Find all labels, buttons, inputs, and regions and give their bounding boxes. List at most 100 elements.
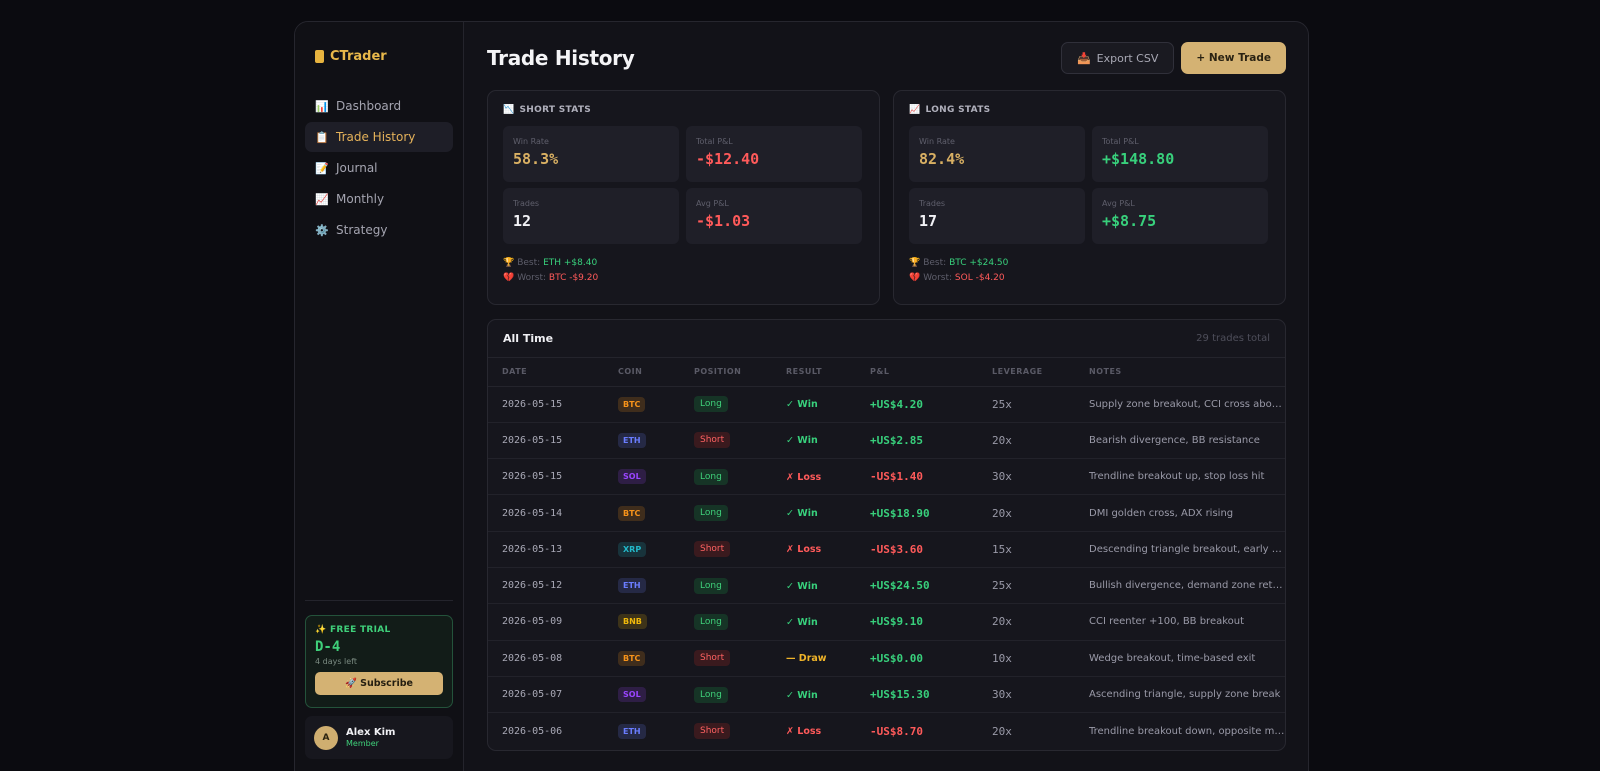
long-best-worst: 🏆 Best: BTC +$24.50 💔 Worst: SOL -$4.20	[909, 256, 1270, 286]
brand[interactable]: CTrader	[305, 46, 453, 66]
sidebar-item-journal[interactable]: 📝 Journal	[305, 153, 453, 183]
position-badge: Short	[694, 650, 731, 667]
sidebar-item-monthly[interactable]: 📈 Monthly	[305, 184, 453, 214]
logo-icon	[315, 49, 324, 63]
sidebar-item-trade-history[interactable]: 📋 Trade History	[305, 122, 453, 152]
column-header-result[interactable]: RESULT	[772, 358, 856, 387]
position-badge: Long	[694, 396, 728, 413]
cell-pnl: +US$9.10	[856, 603, 978, 641]
cell-leverage: 20x	[978, 603, 1075, 641]
user-role: Member	[346, 739, 379, 748]
cell-result: ✓ Win	[772, 422, 856, 460]
result-badge: ✓ Win	[786, 616, 818, 628]
trades-table-card: All Time 29 trades total DATE COIN POSIT…	[487, 319, 1286, 751]
main-content: Trade History 📥 Export CSV + New Trade 📉…	[464, 22, 1308, 771]
position-badge: Short	[694, 541, 731, 558]
table-row[interactable]: 2026-05-15 BTC Long ✓ Win +US$4.20 25x Supply …	[488, 386, 1285, 423]
sidebar-item-strategy[interactable]: ⚙️ Strategy	[305, 215, 453, 245]
cell-result: ✗ Loss	[772, 531, 856, 568]
sidebar-divider	[305, 600, 453, 601]
export-csv-button[interactable]: 📥 Export CSV	[1060, 42, 1175, 74]
cell-result: ✓ Win	[772, 386, 856, 423]
cell-result: ✓ Win	[772, 494, 856, 532]
table-row[interactable]: 2026-05-15 ETH Short ✓ Win +US$2.85 20x Bearis…	[488, 422, 1285, 460]
table-row[interactable]: 2026-05-07 SOL Long ✓ Win +US$15.30 30x Ascend…	[488, 676, 1285, 714]
cell-date: 2026-05-15	[488, 458, 604, 496]
user-name: Alex Kim	[346, 727, 396, 738]
table-row[interactable]: 2026-05-14 BTC Long ✓ Win +US$18.90 20x DMI go…	[488, 494, 1285, 532]
long-avg-pnl: Avg P&L +$8.75	[1092, 188, 1268, 244]
cell-notes: Bullish divergence, demand zone retest	[1075, 567, 1285, 605]
table-row[interactable]: 2026-05-15 SOL Long ✗ Loss -US$1.40 30x Trendl…	[488, 458, 1285, 496]
cell-pnl: -US$3.60	[856, 531, 978, 568]
cell-result: ✗ Loss	[772, 713, 856, 749]
cell-leverage: 15x	[978, 531, 1075, 568]
trending-down-icon: 📉	[503, 105, 515, 115]
trending-up-icon: 📈	[909, 105, 921, 115]
trades-table: DATE COIN POSITION RESULT P&L LEVERAGE N…	[488, 358, 1285, 749]
stat-label: Avg P&L	[696, 199, 729, 208]
long-win-rate: Win Rate 82.4%	[909, 126, 1085, 182]
position-badge: Short	[694, 432, 731, 449]
table-row[interactable]: 2026-05-06 ETH Short ✗ Loss -US$8.70 20x Trend…	[488, 713, 1285, 749]
cell-position: Short	[680, 713, 772, 749]
cell-leverage: 25x	[978, 386, 1075, 423]
column-header-position[interactable]: POSITION	[680, 358, 772, 387]
trial-tag: ✨ FREE TRIAL	[315, 625, 391, 635]
cell-date: 2026-05-13	[488, 531, 604, 568]
position-badge: Short	[694, 723, 731, 740]
cell-notes: Ascending triangle, supply zone break	[1075, 676, 1285, 714]
table-body: 2026-05-15 BTC Long ✓ Win +US$4.20 25x Supply …	[488, 386, 1285, 749]
cell-leverage: 30x	[978, 458, 1075, 496]
cell-notes: Wedge breakout, time-based exit	[1075, 640, 1285, 677]
result-badge: ✗ Loss	[786, 726, 822, 738]
cell-position: Long	[680, 676, 772, 714]
table-row[interactable]: 2026-05-12 ETH Long ✓ Win +US$24.50 25x Bullis…	[488, 567, 1285, 605]
cell-leverage: 20x	[978, 422, 1075, 460]
cell-position: Long	[680, 494, 772, 532]
cell-coin: ETH	[604, 713, 680, 749]
header-actions: 📥 Export CSV + New Trade	[1060, 42, 1286, 74]
result-badge: ✓ Win	[786, 435, 818, 447]
trial-countdown: D-4	[315, 639, 341, 655]
table-row[interactable]: 2026-05-09 BNB Long ✓ Win +US$9.10 20x CCI ree…	[488, 603, 1285, 641]
cell-date: 2026-05-06	[502, 725, 563, 737]
cell-pnl: -US$8.70	[870, 724, 923, 738]
subscribe-button[interactable]: 🚀 Subscribe	[315, 672, 443, 695]
stat-label: Avg P&L	[1102, 199, 1135, 208]
cell-pnl: +US$15.30	[856, 676, 978, 714]
download-icon: 📥	[1076, 51, 1091, 65]
best-value: ETH +$8.40	[543, 258, 598, 268]
trending-up-icon: 📈	[315, 192, 329, 206]
column-header-notes[interactable]: NOTES	[1075, 358, 1285, 387]
worst-value: BTC -$9.20	[548, 273, 599, 283]
table-row[interactable]: 2026-05-08 BTC Short — Draw +US$0.00 10x Wedge…	[488, 640, 1285, 677]
cell-position: Long	[680, 567, 772, 605]
cell-leverage: 20x	[992, 724, 1012, 738]
table-row[interactable]: 2026-05-13 XRP Short ✗ Loss -US$3.60 15x Desce…	[488, 531, 1285, 568]
column-header-leverage[interactable]: LEVERAGE	[978, 358, 1075, 387]
stat-value: +$8.75	[1102, 212, 1157, 230]
cell-leverage: 20x	[978, 494, 1075, 532]
sidebar-item-dashboard[interactable]: 📊 Dashboard	[305, 91, 453, 121]
column-header-pnl[interactable]: P&L	[856, 358, 978, 387]
column-header-coin[interactable]: COIN	[604, 358, 680, 387]
cell-coin: BNB	[604, 603, 680, 641]
new-trade-button[interactable]: + New Trade	[1181, 42, 1286, 74]
stat-value: -$12.40	[696, 150, 760, 168]
best-label: Best:	[923, 258, 947, 268]
column-header-date[interactable]: DATE	[488, 358, 604, 387]
short-trades: Trades 12	[503, 188, 679, 244]
cell-position: Long	[680, 603, 772, 641]
best-value: BTC +$24.50	[949, 258, 1009, 268]
broken-heart-icon: 💔	[909, 273, 921, 283]
coin-badge: BNB	[618, 614, 647, 630]
short-win-rate: Win Rate 58.3%	[503, 126, 679, 182]
cell-result: ✗ Loss	[772, 458, 856, 496]
long-worst: 💔 Worst: SOL -$4.20	[909, 271, 1270, 286]
cell-pnl: +US$24.50	[856, 567, 978, 605]
cell-date: 2026-05-15	[488, 422, 604, 460]
user-card[interactable]: A Alex Kim Member	[305, 716, 453, 759]
cell-notes: Supply zone breakout, CCI cross above 10…	[1075, 386, 1285, 423]
memo-icon: 📝	[315, 161, 329, 175]
